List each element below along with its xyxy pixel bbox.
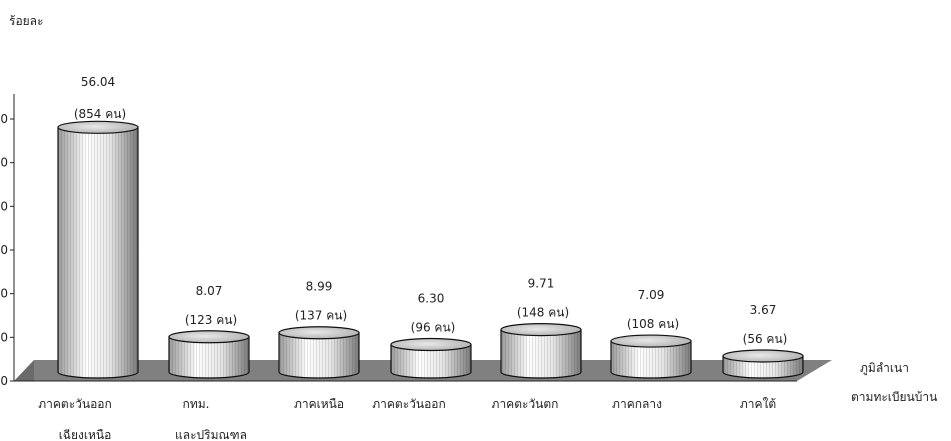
- count-label: (108 คน): [627, 317, 679, 331]
- value-label: 8.99: [306, 280, 333, 294]
- count-label: (854 คน): [74, 107, 126, 121]
- bar-top: [168, 330, 250, 344]
- category-label: ภาคตะวันตก: [492, 397, 559, 411]
- value-label: 56.04: [81, 75, 115, 89]
- bar: [500, 322, 582, 379]
- value-label: 9.71: [528, 277, 555, 291]
- value-label: 7.09: [638, 288, 665, 302]
- bar: [278, 326, 360, 379]
- y-tick-label: 20: [0, 287, 8, 301]
- category-label: ภาคเหนือ: [294, 397, 344, 411]
- category-label: ภาคใต้: [740, 397, 776, 411]
- y-tick-label: 50: [0, 156, 8, 170]
- y-tick-label: 30: [0, 243, 8, 257]
- bar-texture: [611, 341, 691, 378]
- bar-texture: [58, 127, 138, 379]
- y-tick-label: 60: [0, 112, 8, 126]
- bar-texture: [279, 332, 359, 378]
- bar: [390, 337, 472, 379]
- bar-top: [722, 349, 804, 363]
- value-label: 6.30: [418, 291, 445, 305]
- bar-top: [610, 334, 692, 348]
- bars: [57, 120, 804, 379]
- bar-top: [500, 322, 582, 337]
- count-label: (123 คน): [185, 313, 237, 327]
- bar-texture: [169, 336, 249, 378]
- y-tick-label: 0: [0, 374, 8, 388]
- bar: [722, 349, 804, 379]
- bar-top: [57, 120, 139, 134]
- y-axis-label: ร้อยละ: [9, 14, 43, 28]
- x-axis-label-line-2: ตามทะเบียนบ้าน: [851, 390, 937, 404]
- data-labels: 56.04 (854 คน) 8.07 (123 คน) 8.99 (137 คน) 6.3…: [74, 75, 788, 346]
- x-axis-label-line-1: ภูมิลำเนา: [860, 361, 909, 376]
- category-label: ภาคตะวันออก: [372, 397, 446, 411]
- category-label: กทม.: [183, 397, 210, 411]
- bar-texture: [391, 344, 471, 378]
- bar: [610, 334, 692, 379]
- y-axis: 0 10 20 30 40 50 60: [0, 94, 797, 388]
- category-label: เฉียงเหนือ: [59, 428, 112, 441]
- y-tick-label: 10: [0, 330, 8, 344]
- value-label: 8.07: [196, 284, 223, 298]
- count-label: (56 คน): [743, 332, 788, 346]
- category-label: ภาคกลาง: [612, 397, 662, 411]
- bar: [57, 120, 139, 379]
- category-label: และปริมณฑล: [175, 428, 247, 441]
- category-label: ภาคตะวันออก: [38, 397, 112, 411]
- count-label: (96 คน): [411, 320, 456, 334]
- bar: [168, 330, 250, 379]
- count-label: (137 คน): [295, 309, 347, 323]
- bar-texture: [501, 329, 581, 378]
- value-label: 3.67: [750, 303, 777, 317]
- y-tick-label: 40: [0, 199, 8, 213]
- bar-top: [278, 326, 360, 340]
- floor-side: [14, 360, 34, 381]
- count-label: (148 คน): [517, 306, 569, 320]
- bar-top: [390, 337, 472, 352]
